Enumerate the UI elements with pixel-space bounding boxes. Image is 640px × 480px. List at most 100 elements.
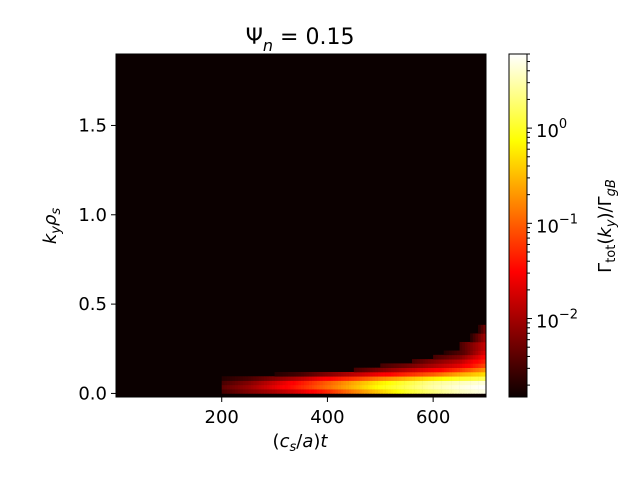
heatmap-cell: [351, 389, 355, 394]
heatmap-cell: [242, 389, 246, 394]
heatmap-cell: [390, 371, 394, 377]
heatmap-cell: [290, 380, 294, 386]
heatmap-cell: [369, 371, 373, 377]
heatmap-cell: [433, 376, 437, 381]
heatmap-cell: [242, 376, 246, 381]
heatmap-cell: [364, 367, 368, 373]
heatmap-cell: [425, 389, 429, 394]
heatmap-cell: [271, 389, 275, 394]
heatmap-cell: [330, 376, 334, 381]
heatmap-cell: [409, 363, 413, 368]
heatmap-cell: [253, 384, 257, 390]
heatmap-cell: [406, 367, 410, 373]
heatmap-cell: [430, 376, 434, 381]
heatmap-row: [274, 371, 487, 377]
heatmap-cell: [443, 376, 447, 381]
heatmap-cell: [308, 371, 312, 377]
heatmap-cell: [412, 380, 415, 386]
heatmap-cell: [454, 359, 458, 364]
heatmap-cell: [459, 341, 463, 351]
heatmap-cell: [314, 384, 318, 390]
heatmap-cell: [443, 359, 447, 364]
heatmap-cell: [472, 350, 476, 356]
heatmap-cell: [425, 363, 429, 368]
heatmap-cell: [298, 384, 302, 390]
heatmap-cell: [332, 371, 336, 377]
heatmap-cell: [250, 389, 254, 394]
heatmap-cell: [298, 376, 302, 381]
heatmap-cell: [390, 384, 394, 390]
heatmap-cell: [338, 371, 341, 377]
heatmap-cell: [430, 359, 434, 364]
heatmap-cell: [446, 371, 450, 377]
heatmap-cell: [472, 384, 476, 390]
y-axis: 0.0 0.5 1.0 1.5: [78, 115, 116, 404]
heatmap-cell: [438, 354, 442, 360]
heatmap-cell: [377, 389, 381, 394]
heatmap-cell: [293, 371, 297, 377]
heatmap-cell: [332, 376, 336, 381]
heatmap-cell: [417, 384, 421, 390]
heatmap-cell: [345, 389, 349, 394]
heatmap-cell: [359, 380, 363, 386]
heatmap-cell: [375, 371, 378, 377]
colorbar-tick-label: 10−1: [536, 212, 578, 237]
heatmap-cell: [340, 384, 344, 390]
heatmap-cell: [478, 359, 482, 364]
heatmap-cell: [316, 380, 320, 386]
heatmap-cell: [293, 389, 297, 394]
heatmap-cell: [345, 384, 349, 390]
heatmap-cell: [240, 376, 244, 381]
heatmap-cell: [343, 371, 347, 377]
heatmap-cell: [483, 376, 487, 381]
heatmap-row: [478, 324, 487, 334]
heatmap-cell: [435, 384, 439, 390]
heatmap-cell: [277, 376, 281, 381]
heatmap-cell: [330, 384, 334, 390]
heatmap-cell: [372, 371, 376, 377]
heatmap-cell: [462, 380, 466, 386]
heatmap-cell: [412, 363, 415, 368]
heatmap-cell: [232, 384, 236, 390]
heatmap-cell: [380, 380, 384, 386]
heatmap-cell: [396, 371, 400, 377]
heatmap-row: [221, 384, 487, 390]
plot-frame: [115, 53, 487, 398]
heatmap-row: [353, 367, 487, 373]
heatmap-cell: [459, 354, 463, 360]
heatmap-cell: [287, 389, 291, 394]
heatmap-cell: [380, 376, 384, 381]
heatmap-cell: [324, 371, 328, 377]
heatmap-cell: [237, 380, 241, 386]
heatmap-cell: [237, 384, 241, 390]
heatmap-cell: [470, 350, 474, 356]
heatmap-cell: [483, 359, 487, 364]
heatmap-cell: [367, 367, 371, 373]
heatmap-cell: [404, 389, 408, 394]
heatmap-cell: [417, 359, 421, 364]
heatmap-cell: [462, 341, 466, 351]
heatmap-cell: [467, 380, 471, 386]
heatmap-row: [221, 376, 487, 381]
heatmap-cell: [412, 376, 415, 381]
heatmap-cell: [306, 371, 310, 377]
heatmap-cell: [422, 371, 426, 377]
heatmap-cell: [483, 371, 487, 377]
heatmap-cell: [261, 380, 265, 386]
heatmap-cell: [438, 389, 442, 394]
heatmap-cell: [443, 371, 447, 377]
heatmap-cell: [361, 389, 365, 394]
heatmap-cell: [475, 371, 479, 377]
heatmap-cell: [301, 371, 304, 377]
heatmap-cell: [356, 367, 360, 373]
heatmap-cell: [377, 376, 381, 381]
heatmap-row: [470, 333, 487, 343]
heatmap-cell: [306, 384, 310, 390]
heatmap-cell: [295, 380, 299, 386]
heatmap-cell: [258, 389, 262, 394]
heatmap-cell: [240, 384, 244, 390]
heatmap-cell: [438, 376, 442, 381]
heatmap-cell: [441, 367, 445, 373]
heatmap-cell: [271, 376, 275, 381]
heatmap-cell: [459, 380, 463, 386]
